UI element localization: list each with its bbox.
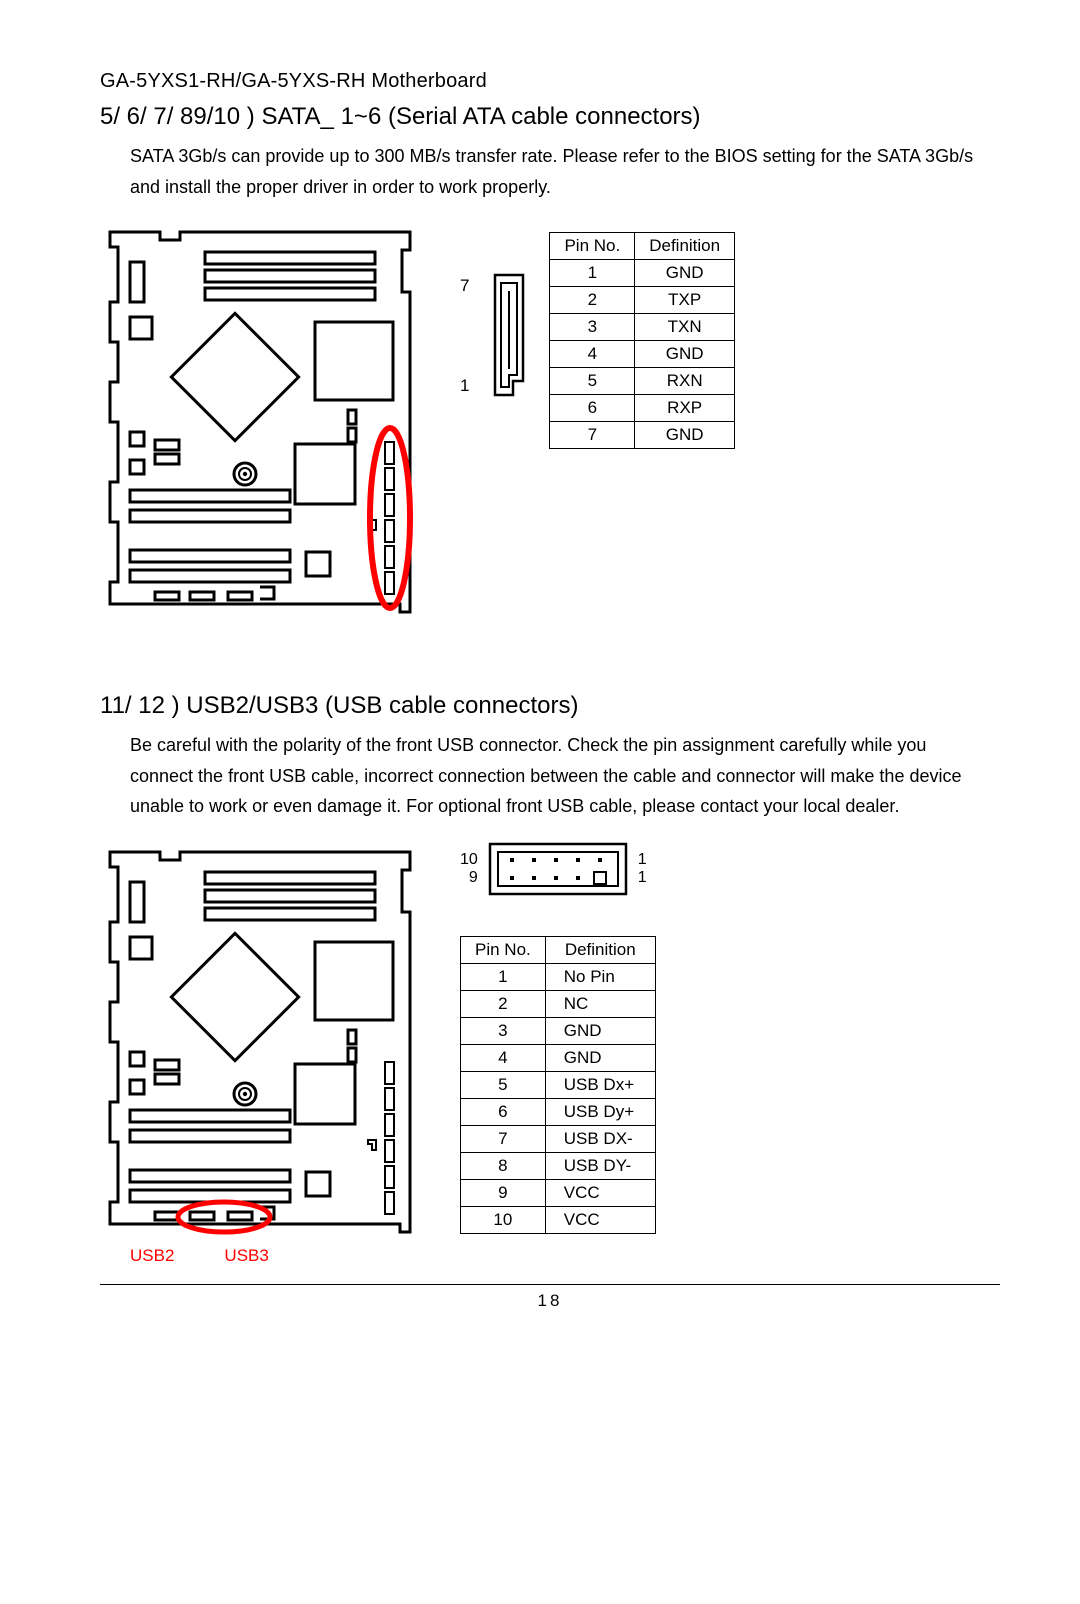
c: 7	[550, 422, 635, 449]
section2-title: 11/ 12 ) USB2/USB3 (USB cable connectors…	[100, 692, 1000, 720]
motherboard-diagram-usb: USB2 USB3	[100, 842, 420, 1266]
usb-pin-tl: 10	[460, 851, 478, 869]
c: 4	[461, 1044, 546, 1071]
section2-body: Be careful with the polarity of the fron…	[100, 730, 1000, 822]
c: GND	[545, 1044, 655, 1071]
section2-row: USB2 USB3 10 9	[100, 842, 1000, 1266]
section1-body: SATA 3Gb/s can provide up to 300 MB/s tr…	[100, 141, 1000, 202]
c: 2	[461, 990, 546, 1017]
c: 2	[550, 287, 635, 314]
c: USB DY-	[545, 1152, 655, 1179]
c: 5	[550, 368, 635, 395]
c: TXP	[635, 287, 735, 314]
th-pin: Pin No.	[550, 233, 635, 260]
c: RXN	[635, 368, 735, 395]
c: NC	[545, 990, 655, 1017]
motherboard-diagram-sata	[100, 222, 420, 622]
th-pin: Pin No.	[461, 936, 546, 963]
c: 1	[461, 963, 546, 990]
c: 6	[461, 1098, 546, 1125]
usb-header-pin-diagram: 10 9 1 1	[460, 842, 647, 896]
c: RXP	[635, 395, 735, 422]
c: 8	[461, 1152, 546, 1179]
c: GND	[635, 422, 735, 449]
th-def: Definition	[545, 936, 655, 963]
usb-pin-tr: 1	[638, 851, 647, 869]
c: GND	[635, 260, 735, 287]
sata-connector-pin-diagram: 7 1 Pin No. Definition 1GND 2TXP 3TXN	[460, 222, 735, 449]
usb-pin-br: 1	[638, 869, 647, 887]
c: TXN	[635, 314, 735, 341]
sata-pin-table: Pin No. Definition 1GND 2TXP 3TXN 4GND 5…	[549, 232, 735, 449]
page-number: 18	[100, 1291, 1000, 1311]
c: 1	[550, 260, 635, 287]
section1-title: 5/ 6/ 7/ 89/10 ) SATA_ 1~6 (Serial ATA c…	[100, 103, 1000, 131]
c: GND	[635, 341, 735, 368]
c: 3	[461, 1017, 546, 1044]
c: GND	[545, 1017, 655, 1044]
c: 7	[461, 1125, 546, 1152]
sata-pin-bot: 1	[460, 376, 469, 396]
c: USB DX-	[545, 1125, 655, 1152]
c: 3	[550, 314, 635, 341]
usb-pin-bl: 9	[460, 869, 478, 887]
c: No Pin	[545, 963, 655, 990]
th-def: Definition	[635, 233, 735, 260]
c: USB Dy+	[545, 1098, 655, 1125]
usb-bottom-labels: USB2 USB3	[130, 1246, 420, 1266]
c: 10	[461, 1206, 546, 1233]
c: VCC	[545, 1206, 655, 1233]
usb3-label: USB3	[224, 1246, 268, 1266]
c: 5	[461, 1071, 546, 1098]
usb-pin-table: Pin No. Definition 1No Pin 2NC 3GND 4GND…	[460, 936, 656, 1234]
section1-row: 7 1 Pin No. Definition 1GND 2TXP 3TXN	[100, 222, 1000, 622]
footer-rule	[100, 1284, 1000, 1285]
c: USB Dx+	[545, 1071, 655, 1098]
c: 9	[461, 1179, 546, 1206]
c: 6	[550, 395, 635, 422]
page-header: GA-5YXS1-RH/GA-5YXS-RH Motherboard	[100, 70, 1000, 93]
sata-pin-top: 7	[460, 276, 469, 296]
c: VCC	[545, 1179, 655, 1206]
c: 4	[550, 341, 635, 368]
usb2-label: USB2	[130, 1246, 174, 1266]
